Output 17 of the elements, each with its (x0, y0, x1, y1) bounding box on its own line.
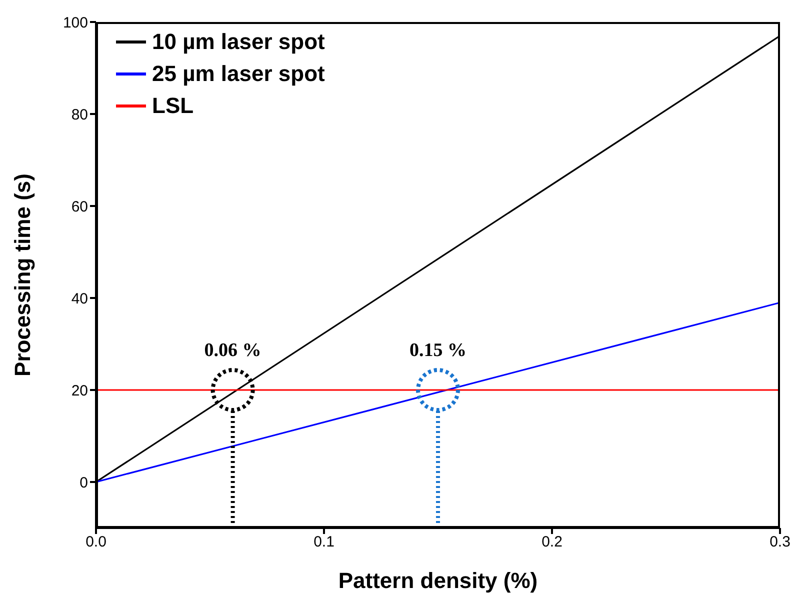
y-tick-label: 80 (71, 106, 88, 124)
x-tick-label: 0.1 (314, 534, 334, 551)
x-axis-title: Pattern density (%) (338, 568, 538, 593)
y-axis-title: Processing time (s) (10, 174, 35, 376)
x-tick-label: 0.0 (86, 534, 106, 551)
x-tick-label: 0.3 (770, 534, 790, 551)
y-tick-label: 60 (71, 198, 88, 216)
legend-label: 25 µm laser spot (152, 61, 325, 87)
legend-label: 10 µm laser spot (152, 29, 325, 55)
y-tick-label: 40 (71, 290, 88, 308)
annotation: 0.15 % (410, 340, 466, 361)
y-tick-label: 20 (71, 382, 88, 400)
y-tick-label: 0 (80, 474, 88, 492)
x-tick-label: 0.2 (542, 534, 562, 551)
annotation: 0.06 % (204, 340, 262, 361)
y-tick-label: 100 (62, 14, 88, 32)
legend-label: LSL (152, 93, 194, 119)
